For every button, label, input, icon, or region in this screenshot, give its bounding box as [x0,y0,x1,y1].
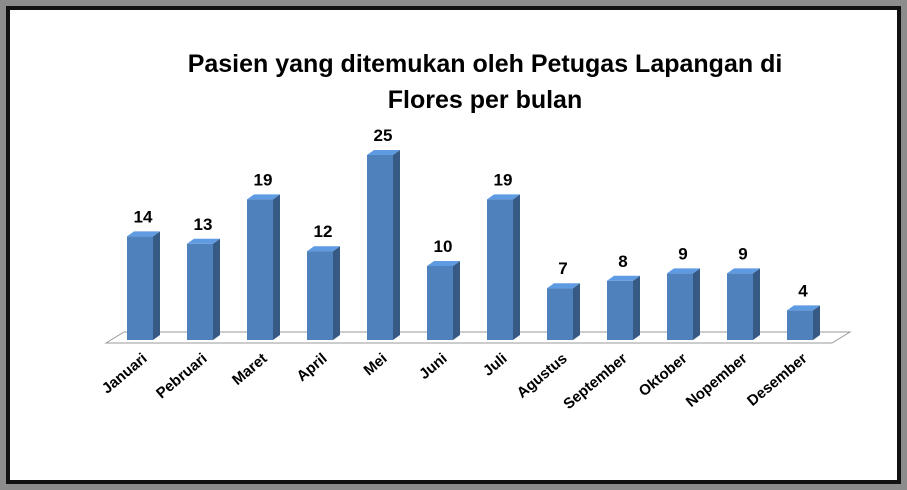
bar [247,194,280,340]
data-label: 25 [374,126,393,145]
chart-title: Pasien yang ditemukan oleh Petugas Lapan… [187,50,783,114]
x-tick-label: Juli [480,350,511,380]
x-tick-label: Agustus [514,350,571,402]
bar-side [633,275,640,340]
bar-side [153,231,160,340]
bar-top [727,268,760,274]
data-label: 9 [738,244,747,263]
bar-top [367,150,400,155]
x-tick-label: Januari [99,350,151,397]
bar-side [333,246,340,340]
floor [104,331,852,344]
bar [487,194,520,340]
bar-side [753,268,760,340]
x-tick-label: April [293,350,330,385]
bar-side [693,268,700,340]
bar-front [607,280,633,340]
x-tick-label: Oktober [636,350,691,400]
bar-top [127,231,160,237]
bar-side [813,305,820,340]
bar-top [187,238,220,244]
x-tick-label: Nopember [683,350,751,411]
data-label: 10 [434,237,453,256]
bar-side [573,283,580,340]
bar-side [273,194,280,340]
data-label: 9 [678,244,687,263]
bar-top [547,283,580,289]
bar-side [213,238,220,340]
chart: 14 Januari 13 Pebruari 19 Maret 12 April 25 Mei 10… [99,126,852,413]
bar-front [127,236,153,340]
bar-top [247,194,280,200]
bar-front [367,155,393,340]
data-label: 19 [494,170,513,189]
bar [127,231,160,340]
bar-front [667,273,693,340]
data-label: 8 [618,252,627,271]
chart-area: 14 Januari 13 Pebruari 19 Maret 12 April 25 Mei 10… [6,6,901,484]
bar-top [667,268,700,274]
bar-front [307,251,333,340]
bar [607,275,640,340]
bar [427,261,460,340]
x-tick-label: Pebruari [153,350,211,402]
x-tick-label: Mei [360,350,390,379]
bar-front [487,199,513,340]
bar [547,283,580,340]
data-label: 7 [558,259,567,278]
bar-front [427,266,453,340]
data-label: 4 [798,281,808,300]
bar-front [247,199,273,340]
x-tick-label: Desember [744,350,811,410]
bar [727,268,760,340]
bar [307,246,340,340]
data-label: 19 [254,170,273,189]
data-label: 14 [134,207,153,226]
bar-top [427,261,460,266]
x-tick-label: Maret [229,350,271,389]
bar-front [727,273,753,340]
bar-front [547,288,573,340]
bar-front [787,310,813,340]
bar [367,150,400,340]
bar-top [307,246,340,252]
bar [187,238,220,340]
bar-front [187,243,213,340]
bar [667,268,700,340]
bar-top [487,194,520,200]
bar-top [787,305,820,311]
bar-side [393,150,400,340]
data-label: 12 [314,222,333,241]
bar [787,305,820,340]
bar-side [513,194,520,340]
x-tick-label: September [560,350,630,413]
data-label: 13 [194,215,213,234]
x-tick-label: Juni [416,350,451,383]
bar-side [453,261,460,340]
bar-top [607,275,640,281]
